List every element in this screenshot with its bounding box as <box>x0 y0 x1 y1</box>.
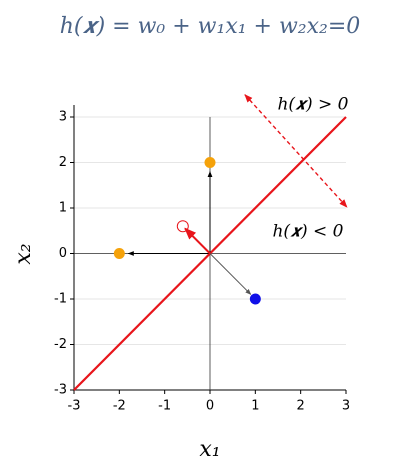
arrow <box>209 253 252 295</box>
x-tick-label: 0 <box>206 399 214 414</box>
x-axis-label: x₁ <box>199 437 220 462</box>
point <box>249 293 261 305</box>
y-axis-label: x₂ <box>11 243 36 264</box>
arrow <box>184 227 211 255</box>
x-tick-label: -2 <box>113 399 126 414</box>
y-tick-label: 2 <box>59 155 67 170</box>
x-tick-label: 3 <box>342 399 350 414</box>
y-tick-label: 1 <box>59 201 67 216</box>
point <box>204 157 216 168</box>
y-tick-label: 0 <box>59 246 67 261</box>
x-tick-label: 1 <box>251 399 259 414</box>
y-tick-label: -3 <box>54 383 67 398</box>
annotation: h(𝒙) > 0 <box>277 95 348 115</box>
x-tick-label: -1 <box>158 399 171 414</box>
x-tick-label: -3 <box>68 399 81 414</box>
y-tick-label: -1 <box>54 292 67 307</box>
point <box>113 248 125 259</box>
arrow <box>244 94 348 208</box>
point <box>176 220 189 233</box>
y-tick-label: -2 <box>54 337 67 352</box>
chart-title: h(𝒙) = w₀ + w₁x₁ + w₂x₂=0 <box>60 14 361 39</box>
annotation: h(𝒙) < 0 <box>272 222 343 242</box>
y-tick-label: 3 <box>59 110 67 125</box>
x-tick-label: 2 <box>297 399 305 414</box>
